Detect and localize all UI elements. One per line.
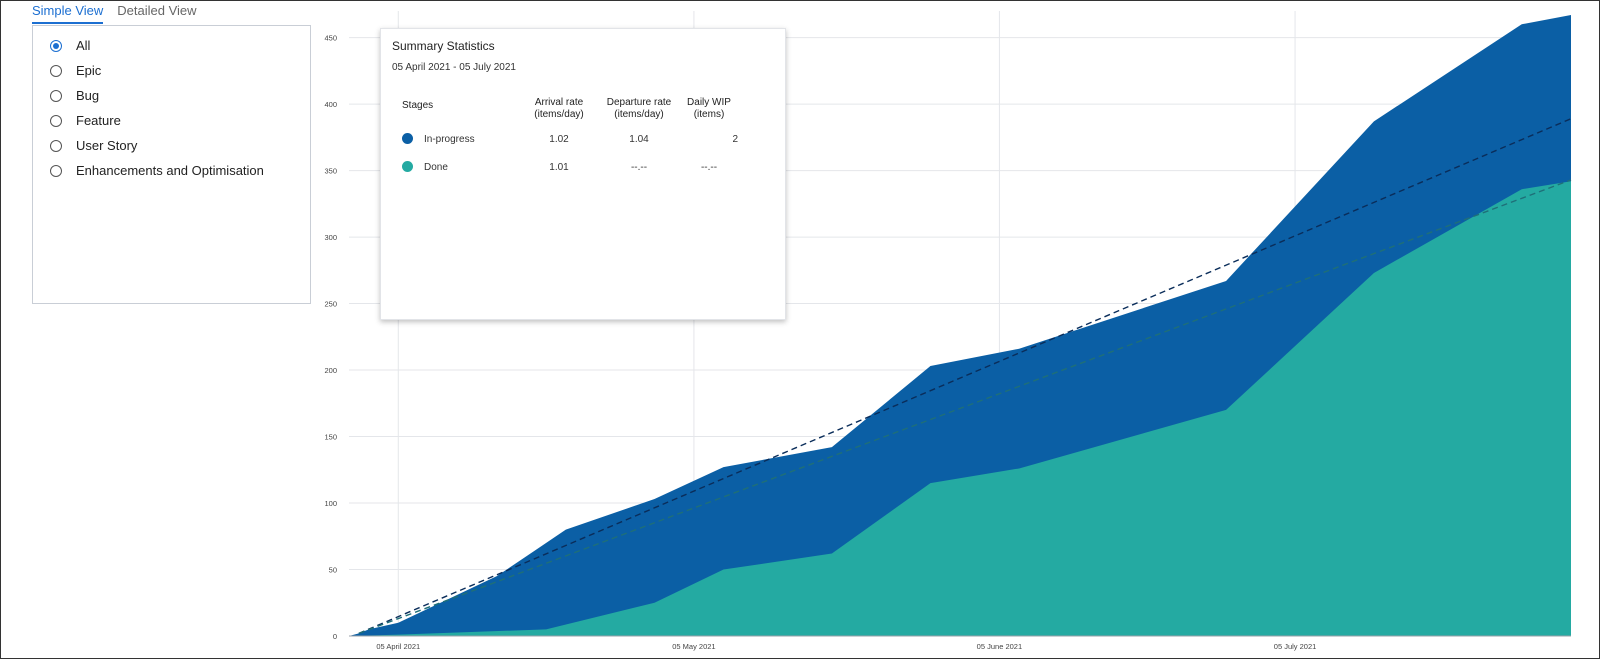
summary-title: Summary Statistics (392, 39, 495, 53)
y-tick-label: 450 (324, 34, 337, 43)
x-tick-label: 05 June 2021 (977, 642, 1022, 651)
header-departure-rate: Departure rate (items/day) (597, 97, 681, 121)
radio-icon[interactable] (50, 64, 62, 77)
chart-trend-lines (358, 118, 1572, 634)
header-arrival-unit: (items/day) (534, 109, 584, 120)
radio-icon[interactable] (50, 114, 62, 127)
filter-option-enhancements[interactable]: Enhancements and Optimisation (50, 163, 264, 178)
header-wip-unit: (items) (693, 109, 725, 120)
header-wip-label: Daily WIP (687, 97, 731, 108)
y-tick-label: 0 (333, 632, 337, 641)
filter-option-user-story[interactable]: User Story (50, 138, 137, 153)
header-stages: Stages (402, 100, 434, 111)
radio-icon[interactable] (50, 89, 62, 102)
filter-option-label: Feature (76, 113, 121, 128)
tab-detailed-view[interactable]: Detailed View (117, 3, 197, 18)
header-departure-unit: (items/day) (614, 109, 664, 120)
row-stage-done: Done (424, 162, 448, 173)
view-tabs: Simple View Detailed View (32, 3, 197, 24)
chart-areas (349, 14, 1571, 636)
y-tick-label: 300 (324, 233, 337, 242)
chart-axes: 0 50 100 150 200 250 300 350 400 450 05 April 2021… (324, 34, 1571, 651)
y-tick-label: 150 (324, 433, 337, 442)
in-progress-legend-icon (402, 133, 413, 144)
filter-option-label: Epic (76, 63, 102, 78)
y-tick-label: 200 (324, 366, 337, 375)
x-tick-label: 05 April 2021 (376, 642, 420, 651)
header-daily-wip: Daily WIP (items) (680, 97, 738, 121)
row-stage-in-progress: In-progress (424, 134, 475, 145)
work-item-type-filter: All Epic Bug Feature User Story Enhancem… (32, 25, 311, 304)
filter-option-label: User Story (76, 138, 138, 153)
x-tick-label: 05 July 2021 (1274, 642, 1317, 651)
filter-option-label: All (76, 38, 91, 53)
row-wip-in-progress: 2 (732, 134, 738, 145)
header-arrival-rate: Arrival rate (items/day) (522, 97, 596, 121)
filter-option-all[interactable]: All (50, 38, 90, 53)
row-wip-done: --.-- (700, 162, 718, 173)
row-arrival-in-progress: 1.02 (549, 134, 569, 145)
summary-date-range: 05 April 2021 - 05 July 2021 (392, 62, 516, 73)
radio-icon[interactable] (50, 139, 62, 152)
done-legend-icon (402, 161, 413, 172)
y-tick-label: 250 (324, 300, 337, 309)
filter-option-epic[interactable]: Epic (50, 63, 101, 78)
radio-selected-icon[interactable] (50, 39, 62, 52)
row-departure-in-progress: 1.04 (629, 134, 649, 145)
y-tick-label: 100 (324, 499, 337, 508)
filter-option-bug[interactable]: Bug (50, 88, 99, 103)
y-tick-label: 400 (324, 100, 337, 109)
filter-option-label: Bug (76, 88, 100, 103)
row-departure-done: --.-- (630, 162, 648, 173)
trend-line-done (358, 179, 1572, 634)
filter-option-label: Enhancements and Optimisation (76, 163, 264, 178)
filter-option-feature[interactable]: Feature (50, 113, 121, 128)
y-tick-label: 350 (324, 167, 337, 176)
header-departure-label: Departure rate (606, 97, 672, 108)
header-arrival-label: Arrival rate (534, 97, 584, 108)
y-tick-label: 50 (329, 566, 337, 575)
x-tick-label: 05 May 2021 (672, 642, 715, 651)
tab-simple-view[interactable]: Simple View (32, 3, 104, 24)
summary-statistics-card: Summary Statistics 05 April 2021 - 05 Ju… (380, 28, 786, 320)
row-arrival-done: 1.01 (549, 162, 569, 173)
radio-icon[interactable] (50, 164, 62, 177)
series-area-done (349, 181, 1571, 636)
